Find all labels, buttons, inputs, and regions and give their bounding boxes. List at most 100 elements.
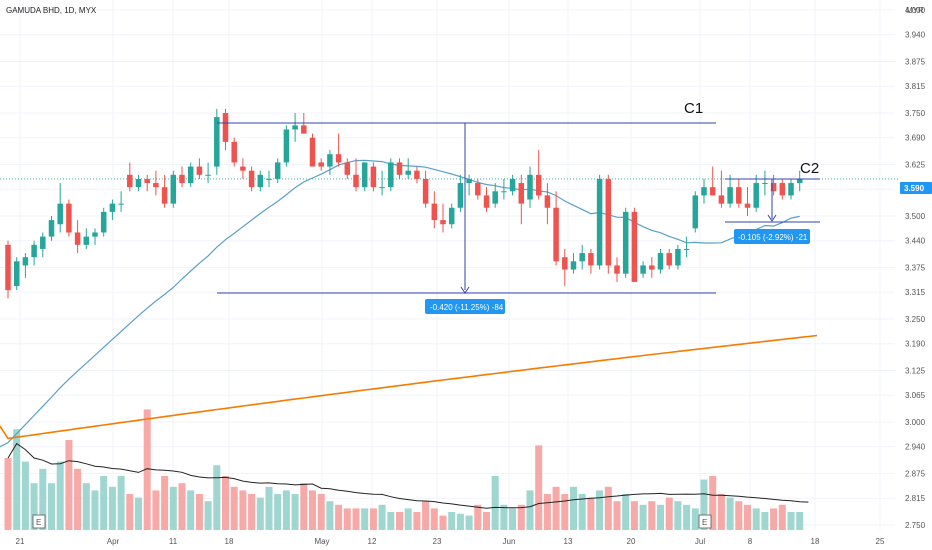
- x-tick-label: 25: [876, 537, 885, 546]
- ma-long-line: [0, 334, 818, 440]
- volume-bar: [700, 479, 708, 530]
- volume-bar: [770, 508, 778, 530]
- svg-text:E: E: [36, 518, 41, 527]
- volume-bar: [500, 504, 508, 530]
- candle-body: [475, 183, 481, 196]
- price-axis[interactable]: 4.0003.9403.8753.8153.7503.6903.6253.565…: [905, 6, 926, 530]
- candle-body: [196, 166, 203, 175]
- candle-body: [335, 154, 342, 163]
- candle-body: [762, 183, 768, 185]
- volume-bar: [596, 490, 604, 530]
- chart-grid: [0, 0, 900, 530]
- volume-bar: [4, 458, 12, 530]
- candle-body: [318, 162, 324, 167]
- candle-body: [353, 174, 359, 188]
- x-tick-label: Jul: [695, 537, 705, 546]
- candle-body: [153, 183, 159, 188]
- y-tick-label: 2.815: [905, 494, 926, 503]
- y-tick-label: 3.625: [905, 161, 926, 170]
- candle-body: [501, 191, 507, 193]
- volume-bar: [735, 501, 743, 530]
- earnings-marker-2[interactable]: E: [698, 514, 712, 529]
- candle-body: [179, 174, 185, 184]
- volume-bar: [161, 476, 169, 530]
- volume-bar: [535, 445, 543, 530]
- candle-body: [614, 265, 620, 274]
- x-tick-label: Apr: [107, 537, 120, 546]
- svg-text:E: E: [702, 518, 707, 527]
- candle-body: [48, 220, 55, 237]
- svg-text:-0.105 (-2.92%) -21: -0.105 (-2.92%) -21: [738, 233, 808, 242]
- candle-body: [779, 183, 786, 196]
- candle-body: [518, 183, 525, 204]
- x-tick-label: 20: [627, 537, 636, 546]
- candle-body: [118, 203, 124, 205]
- volume-bar: [604, 486, 612, 530]
- volume-bar: [456, 513, 464, 530]
- volume-bar: [622, 494, 630, 530]
- candle-body: [240, 166, 246, 171]
- volume-bar: [517, 504, 525, 530]
- volume-ma-line: [7, 442, 809, 509]
- volume-bar: [717, 494, 725, 530]
- earnings-marker-1[interactable]: E: [32, 514, 46, 529]
- candle-body: [431, 203, 438, 221]
- candle-body: [675, 248, 681, 266]
- candle-body: [144, 178, 150, 184]
- candle-body: [301, 125, 307, 134]
- volume-bar: [657, 504, 664, 530]
- volume-bar: [674, 501, 682, 530]
- volume-bar: [82, 483, 90, 530]
- volume-bar: [126, 494, 134, 530]
- candle-body: [692, 195, 699, 229]
- volume-bars: [4, 409, 804, 530]
- volume-bar: [761, 512, 769, 530]
- volume-bar: [230, 486, 238, 530]
- measure-c2[interactable]: -0.105 (-2.92%) -21 C2: [725, 160, 820, 244]
- candle-body: [570, 261, 577, 270]
- volume-bar: [613, 501, 621, 530]
- time-axis[interactable]: 21 Apr 11 18 May 12 23 Jun 13 20 Jul 8 18 25: [16, 537, 885, 546]
- currency-label: MYR: [906, 6, 924, 15]
- volume-bar: [465, 515, 473, 530]
- candle-body: [74, 232, 81, 245]
- volume-bar: [13, 429, 21, 530]
- svg-text:C1: C1: [684, 100, 703, 117]
- volume-bar: [256, 497, 264, 530]
- volume-bar: [187, 490, 195, 530]
- candle-body: [205, 174, 211, 176]
- candle-body: [718, 195, 725, 204]
- volume-bar: [630, 501, 638, 530]
- volume-bar: [369, 508, 377, 530]
- y-tick-label: 2.940: [905, 443, 926, 452]
- volume-bar: [439, 515, 447, 530]
- candle-body: [370, 166, 377, 188]
- volume-bar: [587, 497, 595, 530]
- candle-body: [509, 178, 516, 192]
- candle-body: [649, 265, 655, 270]
- volume-bar: [48, 483, 55, 530]
- y-tick-label: 3.125: [905, 367, 926, 376]
- x-tick-label: 18: [811, 537, 820, 546]
- candle-body: [466, 178, 472, 184]
- volume-bar: [778, 504, 786, 530]
- volume-bar: [282, 490, 290, 530]
- candle-body: [683, 248, 690, 250]
- candle-body: [631, 211, 638, 282]
- candle-body: [588, 253, 594, 266]
- volume-bar: [787, 512, 795, 530]
- candle-body: [788, 183, 794, 196]
- candle-body: [414, 170, 420, 179]
- candle-body: [422, 178, 429, 204]
- measure-c1[interactable]: -0.420 (-11.25%) -84 C1: [217, 100, 716, 314]
- volume-bar: [744, 504, 751, 530]
- volume-bar: [178, 483, 186, 530]
- y-tick-label: 3.190: [905, 340, 926, 349]
- candle-body: [448, 207, 455, 225]
- y-tick-label: 4.000: [905, 6, 926, 15]
- volume-bar: [222, 476, 229, 530]
- candle-body: [127, 174, 133, 188]
- y-tick-label: 3.250: [905, 315, 926, 324]
- volume-bar: [169, 486, 177, 530]
